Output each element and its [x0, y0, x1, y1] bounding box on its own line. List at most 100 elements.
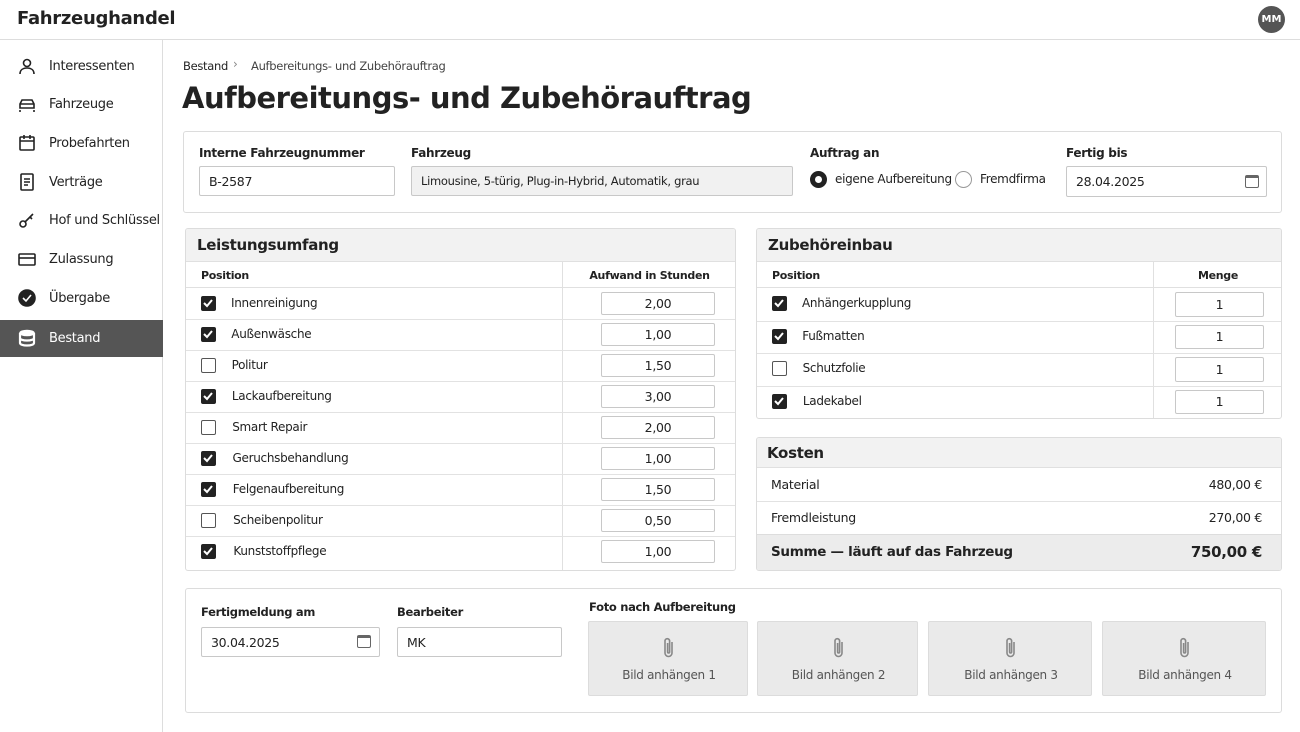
- value-input[interactable]: 1,50: [601, 478, 715, 501]
- breadcrumb-separator: ›: [233, 57, 238, 71]
- value-input[interactable]: 1,50: [601, 354, 715, 377]
- nav-label: Bestand: [49, 331, 101, 346]
- row-divider: [757, 320, 1281, 322]
- position-label: Innenreinigung: [231, 295, 318, 310]
- checkbox[interactable]: [201, 326, 216, 342]
- checkbox[interactable]: [772, 361, 787, 377]
- checkbox[interactable]: [201, 419, 216, 435]
- nav-label: Übergabe: [49, 291, 110, 306]
- table-header: [186, 262, 735, 288]
- nav-item[interactable]: Verträge: [0, 164, 163, 201]
- checkbox[interactable]: [201, 295, 216, 311]
- nav-icon: [20, 173, 34, 191]
- photo-upload[interactable]: Bild anhängen 2: [757, 621, 918, 696]
- photo-upload[interactable]: Bild anhängen 3: [928, 621, 1092, 696]
- value-input[interactable]: 1: [1175, 389, 1264, 414]
- editor-input[interactable]: MK: [397, 627, 562, 657]
- cost-amount: 270,00 €: [1208, 510, 1263, 525]
- calendar-icon[interactable]: [1245, 175, 1259, 188]
- nav-item[interactable]: Fahrzeuge: [0, 86, 163, 123]
- nav-icon: [19, 135, 35, 151]
- position-label: Scheibenpolitur: [233, 512, 323, 527]
- checkbox[interactable]: [201, 357, 216, 373]
- nav-item[interactable]: Bestand: [0, 320, 163, 357]
- breadcrumb-current: Aufbereitungs- und Zubehörauftrag: [251, 59, 446, 73]
- table-header: [757, 262, 1281, 288]
- checkbox[interactable]: [201, 543, 216, 559]
- card-title: Zubehöreinbau: [768, 236, 893, 254]
- card-header: [757, 229, 1281, 262]
- checkbox[interactable]: [201, 481, 216, 497]
- nav-item[interactable]: Übergabe: [0, 280, 163, 317]
- nav-icon: [18, 329, 36, 347]
- row-divider: [186, 319, 735, 320]
- row-divider: [757, 501, 1281, 502]
- costs-card: Kosten Material 480,00 € Fremdleistung 270,0…: [756, 437, 1282, 571]
- photo-upload[interactable]: Bild anhängen 1: [588, 621, 748, 696]
- checkbox[interactable]: [772, 296, 787, 312]
- total-label: Summe — läuft auf das Fahrzeug: [771, 544, 1013, 560]
- cost-label: Fremdleistung: [771, 510, 856, 525]
- vehicle-number-input[interactable]: B-2587: [199, 166, 395, 196]
- paperclip-icon: [1006, 637, 1015, 658]
- field-label: Foto nach Aufbereitung: [589, 600, 736, 614]
- checkbox[interactable]: [772, 393, 787, 409]
- position-label: Ladekabel: [802, 393, 862, 408]
- value-input[interactable]: 0,50: [601, 509, 715, 532]
- value-input[interactable]: 3,00: [601, 385, 715, 408]
- card-header: [186, 229, 735, 262]
- nav-label: Interessenten: [49, 59, 135, 74]
- value-input[interactable]: 2,00: [601, 292, 715, 315]
- nav-item[interactable]: Zulassung: [0, 241, 163, 278]
- column-header: Menge: [1197, 269, 1239, 282]
- photo-upload[interactable]: Bild anhängen 4: [1102, 621, 1266, 696]
- column-divider: [1153, 262, 1154, 418]
- value-input[interactable]: 1: [1175, 324, 1264, 349]
- row-divider: [186, 350, 735, 351]
- value-input[interactable]: 2,00: [601, 416, 715, 439]
- position-label: Außenwäsche: [231, 326, 312, 341]
- photo-label: Bild anhängen 1: [622, 668, 716, 682]
- breadcrumb-item[interactable]: Bestand: [183, 59, 229, 73]
- value-input[interactable]: 1,00: [601, 323, 715, 346]
- calendar-icon[interactable]: [357, 635, 371, 648]
- row-divider: [186, 412, 735, 413]
- value-input[interactable]: 1: [1175, 292, 1264, 317]
- nav-label: Verträge: [49, 175, 103, 190]
- paperclip-icon: [833, 637, 843, 658]
- due-date-input[interactable]: 28.04.2025: [1066, 166, 1267, 197]
- row-divider: [757, 385, 1281, 387]
- photo-label: Bild anhängen 2: [791, 668, 886, 682]
- sidebar: Interessenten Fahrzeuge Probefahrten Verträ…: [0, 40, 163, 732]
- vehicle-input: Limousine, 5-türig, Plug-in-Hybrid, Auto…: [411, 166, 793, 196]
- column-header: Position: [772, 269, 820, 282]
- field-label: Bearbeiter: [397, 605, 463, 619]
- value-input[interactable]: 1,00: [601, 540, 715, 563]
- checkbox[interactable]: [201, 388, 216, 404]
- checkbox[interactable]: [201, 450, 216, 466]
- radio-button[interactable]: [955, 171, 972, 188]
- checkbox[interactable]: [772, 328, 787, 344]
- field-label: Fertig bis: [1066, 146, 1128, 160]
- row-divider: [186, 443, 735, 444]
- services-card: Leistungsumfang Position Aufwand in Stunde…: [185, 228, 736, 571]
- position-label: Schutzfolie: [802, 361, 866, 376]
- order-card: Interne Fahrzeugnummer B-2587 Fahrzeug Limo…: [183, 131, 1282, 213]
- checkbox[interactable]: [201, 512, 216, 528]
- card-header: [757, 438, 1281, 468]
- position-label: Fußmatten: [802, 328, 865, 343]
- nav-item[interactable]: Probefahrten: [0, 125, 163, 162]
- nav-item[interactable]: Hof und Schlüssel: [0, 202, 163, 239]
- completion-date-input[interactable]: 30.04.2025: [201, 627, 380, 657]
- paperclip-icon: [664, 637, 673, 658]
- value-input[interactable]: 1: [1175, 357, 1264, 382]
- page-title: Aufbereitungs- und Zubehörauftrag: [182, 81, 752, 115]
- field-label: Fahrzeug: [411, 146, 471, 160]
- radio-button[interactable]: [810, 171, 827, 188]
- nav-item[interactable]: Interessenten: [0, 48, 163, 85]
- field-label: Auftrag an: [810, 146, 880, 160]
- user-avatar[interactable]: MM: [1258, 6, 1285, 33]
- value-input[interactable]: 1,00: [601, 447, 715, 470]
